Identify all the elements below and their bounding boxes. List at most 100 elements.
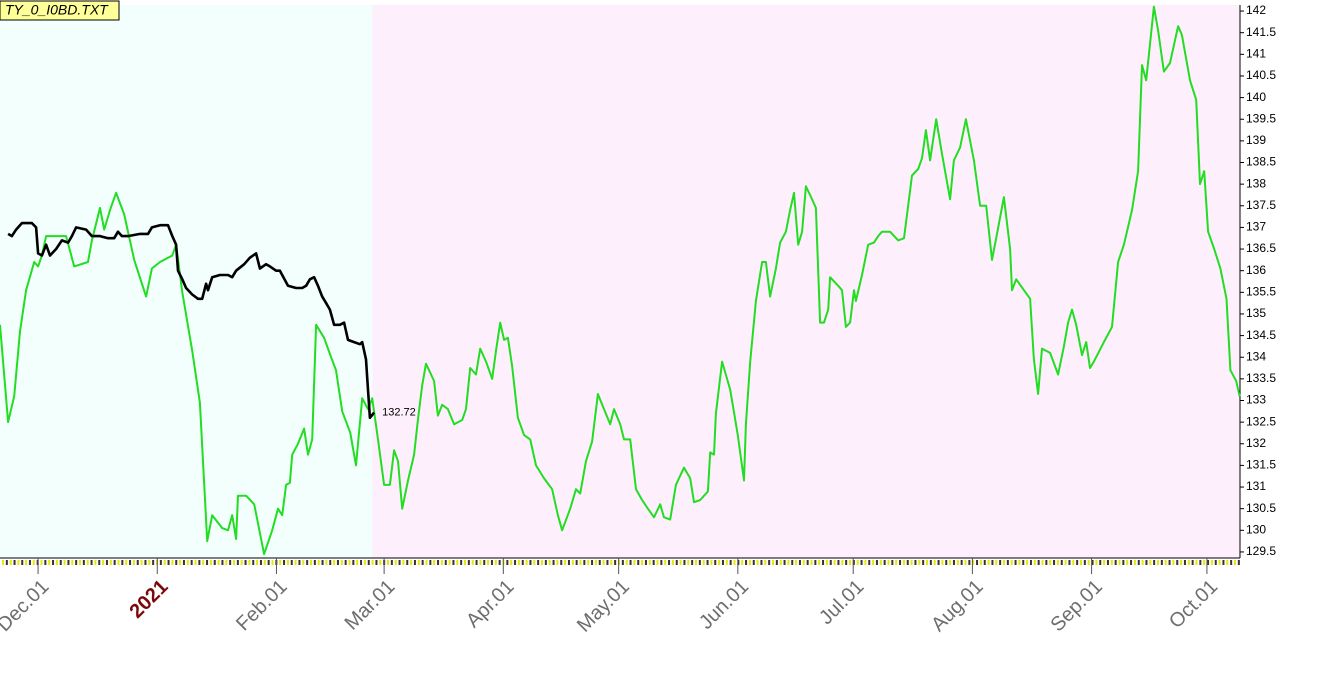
- y-tick-label: 131: [1246, 479, 1266, 493]
- ruler-tick: [629, 560, 632, 565]
- ruler-tick: [737, 560, 740, 565]
- ruler-tick: [217, 560, 220, 565]
- ruler-tick: [798, 560, 801, 565]
- ruler-tick: [548, 560, 551, 565]
- ruler-tick: [44, 560, 47, 565]
- ruler-tick: [394, 560, 397, 565]
- ruler-tick: [929, 560, 932, 565]
- ruler-tick: [387, 560, 389, 565]
- ruler-tick: [94, 560, 97, 565]
- ruler-tick: [506, 560, 509, 565]
- ruler-tick: [67, 560, 70, 565]
- ruler-tick: [340, 560, 343, 565]
- ruler-tick: [352, 560, 355, 565]
- ruler-tick: [290, 560, 293, 565]
- ruler-tick: [591, 560, 594, 565]
- ruler-tick: [598, 560, 601, 565]
- ruler-tick: [795, 560, 798, 565]
- ruler-tick: [868, 560, 871, 565]
- y-tick-label: 136: [1246, 263, 1266, 277]
- ruler-tick: [483, 560, 486, 565]
- ruler-tick: [899, 560, 902, 565]
- ruler-tick: [814, 560, 817, 565]
- ruler-tick: [1160, 560, 1163, 565]
- ruler-tick: [1195, 560, 1198, 565]
- ruler-tick: [475, 560, 478, 565]
- ruler-tick: [256, 560, 259, 565]
- ruler-tick: [937, 560, 940, 565]
- ruler-tick: [2, 560, 4, 565]
- ruler-tick: [810, 560, 813, 565]
- ruler-tick: [556, 560, 559, 565]
- ruler-tick: [752, 560, 755, 565]
- y-tick-label: 129.5: [1246, 544, 1276, 558]
- ruler-tick: [252, 560, 255, 565]
- ruler-tick: [306, 560, 309, 565]
- ruler-tick: [714, 560, 717, 565]
- ruler-tick: [671, 560, 674, 565]
- ruler-tick: [1010, 560, 1013, 565]
- ruler-tick: [1068, 560, 1071, 565]
- ruler-tick: [544, 560, 547, 565]
- ruler-tick: [467, 560, 470, 565]
- ruler-tick: [891, 560, 894, 565]
- ruler-tick: [822, 560, 825, 565]
- ruler-tick: [194, 560, 197, 565]
- ruler-tick: [348, 560, 351, 565]
- ruler-tick: [949, 560, 952, 565]
- ruler-tick: [390, 560, 393, 565]
- ruler-tick: [733, 560, 736, 565]
- ruler-tick: [783, 560, 786, 565]
- ruler-tick: [560, 560, 563, 565]
- ruler-tick: [336, 560, 339, 565]
- ruler-tick: [132, 560, 135, 565]
- ruler-tick: [283, 560, 286, 565]
- y-tick-label: 134.5: [1246, 328, 1276, 342]
- ruler-tick: [837, 560, 840, 565]
- ruler-tick: [167, 560, 170, 565]
- ruler-tick: [302, 560, 305, 565]
- ruler-tick: [1183, 560, 1186, 565]
- y-tick-label: 131.5: [1246, 458, 1276, 472]
- ruler-tick: [86, 560, 89, 565]
- ruler-tick: [375, 560, 378, 565]
- ruler-tick: [710, 560, 713, 565]
- ruler-tick: [202, 560, 205, 565]
- ruler-tick: [664, 560, 667, 565]
- ruler-tick: [1149, 560, 1152, 565]
- ruler-tick: [1114, 560, 1117, 565]
- ruler-tick: [883, 560, 886, 565]
- ruler-tick: [772, 560, 774, 565]
- ruler-tick: [490, 560, 493, 565]
- ruler-tick: [910, 560, 913, 565]
- title-box: [0, 0, 120, 21]
- ruler-tick: [825, 560, 828, 565]
- ruler-tick: [425, 560, 428, 565]
- ruler-tick: [298, 560, 301, 565]
- ruler-tick: [1022, 560, 1025, 565]
- y-tick-label: 134: [1246, 349, 1266, 363]
- ruler-tick: [529, 560, 532, 565]
- ruler-tick: [271, 560, 274, 565]
- ruler-tick: [367, 560, 370, 565]
- ruler-tick: [109, 560, 112, 565]
- ruler-tick: [852, 560, 855, 565]
- ruler-tick: [333, 560, 336, 565]
- y-tick-label: 140: [1246, 90, 1266, 104]
- ruler-tick: [321, 560, 324, 565]
- ruler-tick: [313, 560, 316, 565]
- shaded-region: [372, 5, 1240, 558]
- ruler-tick: [941, 560, 944, 565]
- ruler-tick: [1210, 560, 1213, 565]
- y-tick-label: 137.5: [1246, 198, 1276, 212]
- ruler-tick: [344, 560, 347, 565]
- ruler-tick: [956, 560, 959, 565]
- ruler-tick: [1080, 560, 1082, 565]
- ruler-tick: [59, 560, 62, 565]
- x-tick-label: Apr.01: [462, 576, 518, 632]
- ruler-tick: [244, 560, 247, 565]
- ruler-tick: [1087, 560, 1090, 565]
- ruler-tick: [1130, 560, 1133, 565]
- ruler-tick: [1180, 560, 1183, 565]
- ruler-tick: [968, 560, 971, 565]
